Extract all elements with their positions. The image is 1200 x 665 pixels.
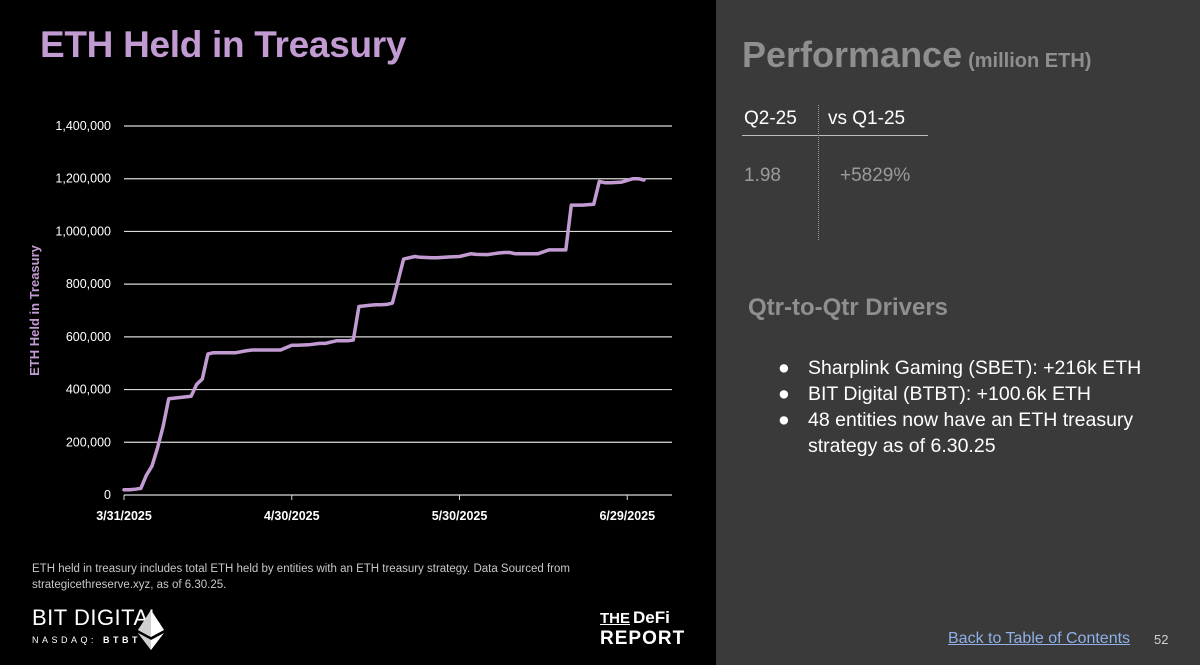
chart-footnote: ETH held in treasury includes total ETH … <box>32 563 570 591</box>
performance-panel: Performance (million ETH) Q2-25 vs Q1-25 … <box>716 0 1200 665</box>
driver-item: ● Sharplink Gaming (SBET): +216k ETH <box>778 355 1178 381</box>
driver-text: Sharplink Gaming (SBET): +216k ETH <box>808 357 1142 379</box>
table-header-rule <box>742 135 928 136</box>
back-to-toc-link[interactable]: Back to Table of Contents <box>948 630 1131 647</box>
y-tick-label: 1,400,000 <box>55 119 111 133</box>
value-vs-q1-25: +5829% <box>840 165 911 186</box>
y-tick-label: 600,000 <box>66 330 111 344</box>
defi-report-logo: THE DeFi REPORT <box>600 608 685 649</box>
eth-treasury-chart: 0 200,000 400,000 600,000 800,000 1,000,000 1,… <box>27 119 672 523</box>
drivers-list: ● Sharplink Gaming (SBET): +216k ETH ● BIT… <box>778 355 1178 459</box>
x-tick-label: 6/29/2025 <box>599 509 655 523</box>
y-tick-label: 1,000,000 <box>55 224 111 238</box>
defi-logo-report: REPORT <box>600 628 686 649</box>
driver-item: ● 48 entities now have an ETH treasury st… <box>778 407 1178 459</box>
chart-title: ETH Held in Treasury <box>40 24 407 65</box>
x-tick-label: 5/30/2025 <box>432 509 488 523</box>
series-line <box>122 176 646 492</box>
defi-logo-defi: DeFi <box>633 608 670 627</box>
col-header-vs-q1-25: vs Q1-25 <box>828 108 906 129</box>
bullet-icon: ● <box>778 357 790 379</box>
page-number: 52 <box>1154 632 1169 647</box>
chart-panel: ETH Held in Treasury 0 200,000 400,000 600,… <box>27 24 685 650</box>
drivers-title: Qtr-to-Qtr Drivers <box>748 294 949 321</box>
brand-ticker-line: NASDAQ: BTBT <box>32 635 161 645</box>
performance-unit: (million ETH) <box>968 50 1092 72</box>
bullet-icon: ● <box>778 383 790 405</box>
driver-text: BIT Digital (BTBT): +100.6k ETH <box>808 383 1092 405</box>
value-q2-25: 1.98 <box>744 165 781 186</box>
y-tick-label: 0 <box>104 488 111 502</box>
y-tick-label: 1,200,000 <box>55 172 111 186</box>
performance-title: Performance (million ETH) <box>742 34 1091 76</box>
driver-item: ● BIT Digital (BTBT): +100.6k ETH <box>778 381 1178 407</box>
driver-text: 48 entities now have an ETH treasury str… <box>808 409 1134 457</box>
performance-table: Q2-25 vs Q1-25 1.98 +5829% <box>742 105 928 240</box>
ethereum-icon <box>138 610 164 650</box>
performance-title-text: Performance <box>742 34 963 75</box>
bullet-icon: ● <box>778 409 790 431</box>
x-tick-label: 3/31/2025 <box>96 509 152 523</box>
brand-name: BIT DIGITAL <box>32 605 162 630</box>
brand-exchange: NASDAQ: <box>32 635 98 645</box>
y-tick-label: 200,000 <box>66 435 111 449</box>
y-tick-label: 800,000 <box>66 277 111 291</box>
brand-ticker: BTBT <box>103 635 142 645</box>
y-tick-label: 400,000 <box>66 383 111 397</box>
defi-logo-the: THE <box>600 610 630 627</box>
x-tick-label: 4/30/2025 <box>264 509 320 523</box>
table-column-divider <box>818 105 819 240</box>
y-axis-label: ETH Held in Treasury <box>27 244 42 376</box>
col-header-q2-25: Q2-25 <box>744 108 797 129</box>
bit-digital-logo: BIT DIGITAL NASDAQ: BTBT <box>32 605 162 646</box>
